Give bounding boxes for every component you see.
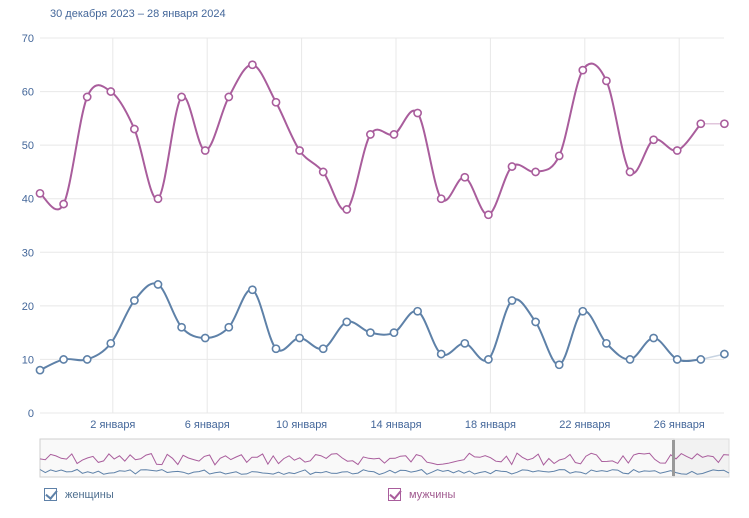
women-point — [224, 322, 234, 332]
men-point — [35, 188, 45, 198]
men-point — [129, 124, 139, 134]
women-point — [436, 349, 446, 359]
series-women — [35, 280, 729, 375]
range-navigator — [39, 438, 730, 478]
men-point — [342, 205, 352, 214]
women-point — [271, 344, 281, 354]
men-point — [59, 199, 68, 209]
y-tick-label: 40 — [22, 194, 34, 206]
men-point — [460, 172, 470, 182]
x-tick-label: 6 января — [185, 419, 230, 431]
women-point — [247, 285, 257, 295]
x-axis-ticks: 2 января 6 января 10 января 14 января 18 янв… — [90, 419, 704, 431]
men-point — [625, 167, 635, 177]
men-point — [554, 151, 564, 161]
women-point — [696, 355, 706, 364]
women-point — [106, 338, 116, 348]
legend-women-toggle[interactable]: женщины — [44, 488, 114, 501]
women-point — [531, 317, 540, 327]
navigator-selection — [39, 438, 675, 478]
women-point — [649, 333, 658, 343]
women-point — [602, 338, 611, 348]
women-point — [720, 349, 729, 359]
navigator-women-line — [39, 468, 730, 476]
men-point — [177, 92, 186, 102]
men-point — [436, 194, 446, 204]
women-point — [554, 360, 564, 370]
men-point — [318, 167, 328, 177]
men-point — [578, 65, 588, 75]
chart-grid — [40, 37, 724, 414]
men-point — [507, 162, 517, 171]
women-point — [672, 355, 682, 364]
men-point — [602, 76, 611, 86]
women-point — [177, 322, 186, 332]
checkbox-icon[interactable] — [44, 488, 57, 501]
y-tick-label: 60 — [22, 87, 34, 99]
men-point — [153, 194, 163, 204]
men-point — [82, 92, 92, 102]
checkbox-icon[interactable] — [388, 488, 401, 501]
legend-women-label: женщины — [65, 488, 114, 501]
men-point — [224, 92, 234, 102]
men-point — [672, 146, 682, 155]
women-point — [318, 344, 328, 354]
x-tick-label: 14 января — [370, 419, 421, 431]
women-point — [200, 333, 210, 343]
men-point — [365, 130, 375, 139]
men-point — [413, 108, 422, 118]
y-tick-label: 50 — [22, 140, 34, 152]
women-point — [625, 355, 635, 364]
women-point — [578, 306, 588, 316]
women-point — [82, 355, 92, 364]
women-point — [483, 355, 493, 364]
y-tick-label: 30 — [22, 247, 34, 259]
navigator-men-line — [39, 452, 730, 466]
men-point — [696, 119, 706, 129]
men-point — [295, 146, 304, 155]
men-point — [389, 130, 399, 139]
x-tick-label: 2 января — [90, 419, 135, 431]
x-tick-label: 22 января — [559, 419, 610, 431]
legend-men-toggle[interactable]: мужчины — [388, 488, 455, 501]
men-point — [720, 119, 729, 129]
y-axis-ticks: 0 10 20 30 40 50 60 70 — [22, 33, 34, 420]
y-tick-label: 10 — [22, 354, 34, 366]
women-point — [35, 365, 45, 375]
women-point — [129, 296, 139, 305]
men-point — [531, 167, 540, 177]
men-point — [200, 146, 210, 155]
x-tick-label: 18 января — [465, 419, 516, 431]
women-point — [507, 296, 517, 305]
men-point — [649, 135, 658, 145]
y-tick-label: 0 — [28, 408, 34, 420]
series-men — [35, 60, 729, 220]
x-tick-label: 10 января — [276, 419, 327, 431]
men-point — [106, 87, 116, 96]
men-point — [483, 210, 493, 220]
women-point — [153, 280, 163, 289]
men-point — [247, 60, 257, 70]
navigator-handle — [672, 440, 675, 476]
y-tick-label: 70 — [22, 33, 34, 45]
x-tick-label: 26 января — [654, 419, 705, 431]
legend-men-label: мужчины — [409, 488, 456, 501]
women-point — [389, 328, 399, 338]
women-point — [342, 317, 352, 327]
men-point — [271, 97, 281, 107]
women-point — [460, 338, 470, 348]
plot-area — [40, 38, 724, 413]
women-point — [59, 355, 68, 364]
women-point — [365, 328, 375, 338]
men-line — [39, 62, 702, 216]
date-range-label: 30 декабря 2023 – 28 января 2024 — [50, 8, 226, 20]
women-point — [413, 306, 422, 316]
y-tick-label: 20 — [22, 301, 34, 313]
women-point — [295, 333, 304, 343]
